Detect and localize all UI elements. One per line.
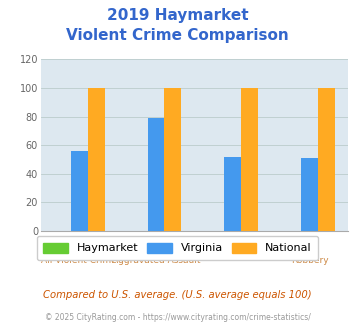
Text: Murder & Mans...: Murder & Mans... [194,243,272,252]
Legend: Haymarket, Virginia, National: Haymarket, Virginia, National [37,236,318,260]
Text: All Violent Crime: All Violent Crime [41,256,117,265]
Bar [88,88,104,231]
Bar [301,158,318,231]
Text: Compared to U.S. average. (U.S. average equals 100): Compared to U.S. average. (U.S. average … [43,290,312,300]
Bar [224,157,241,231]
Text: Robbery: Robbery [291,256,328,265]
Text: Rape: Rape [144,243,168,252]
Bar [71,151,88,231]
Text: © 2025 CityRating.com - https://www.cityrating.com/crime-statistics/: © 2025 CityRating.com - https://www.city… [45,313,310,322]
Bar [241,88,258,231]
Text: 2019 Haymarket: 2019 Haymarket [107,8,248,23]
Text: Violent Crime Comparison: Violent Crime Comparison [66,28,289,43]
Bar [164,88,181,231]
Text: Aggravated Assault: Aggravated Assault [112,256,200,265]
Bar [148,118,164,231]
Bar [318,88,335,231]
